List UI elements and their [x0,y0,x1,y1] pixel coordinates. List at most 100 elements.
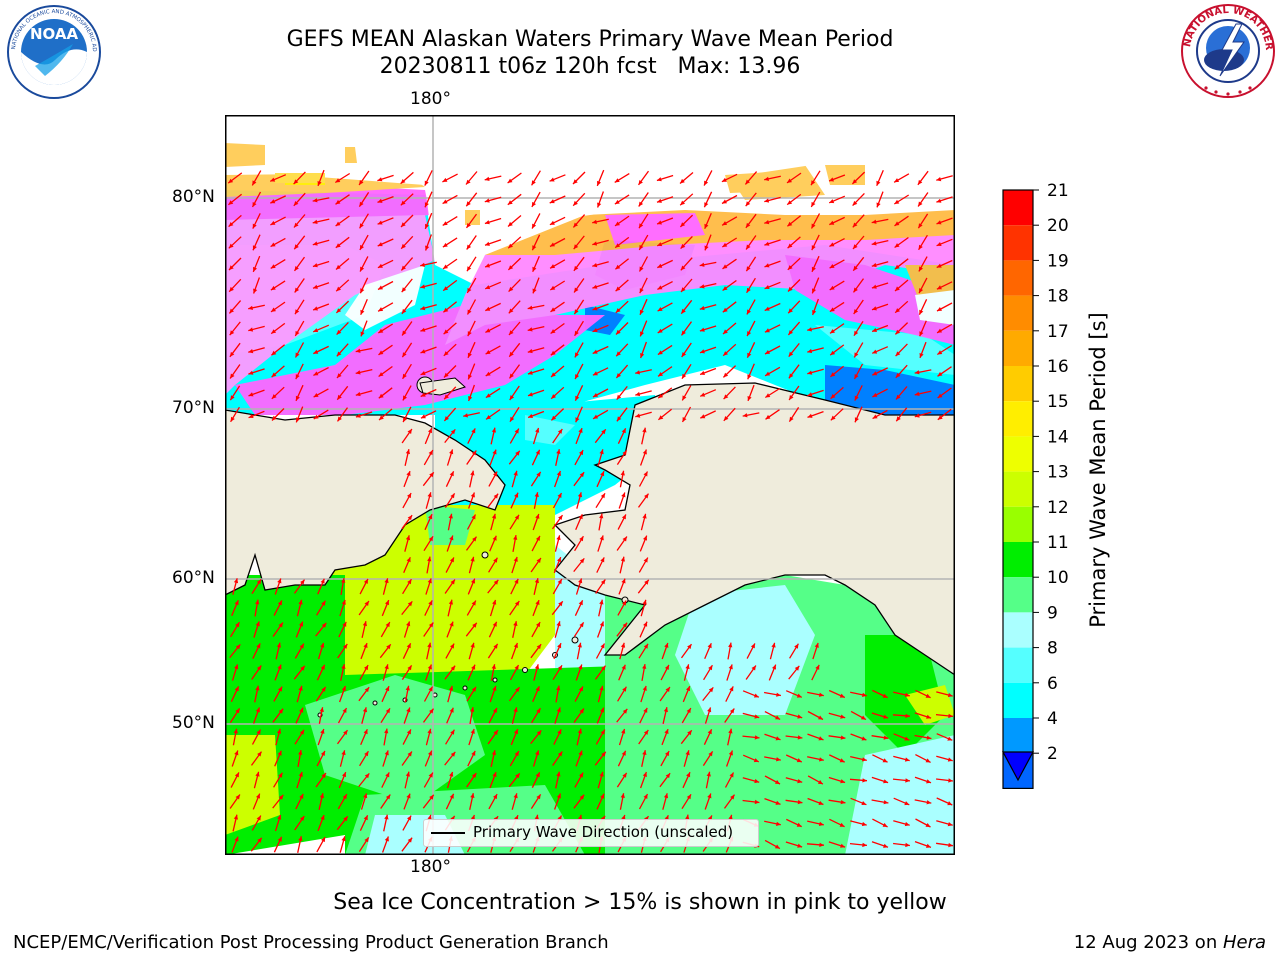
wave-arrow-head [829,307,835,312]
wave-arrow-head [894,221,900,226]
wave-arrow-head [643,730,649,735]
wave-arrow-head [531,201,536,207]
colorbar-tick-label: 16 [1047,357,1069,377]
wave-arrow-head [508,308,514,314]
wave-arrow-head [599,621,604,627]
wave-arrow-head [514,601,520,606]
wave-arrow-head [270,220,276,225]
wave-arrow-head [278,686,283,692]
wave-arrow-head [442,242,448,248]
wave-arrow-head [252,223,257,229]
wave-arrow-head [818,715,823,720]
land [225,376,955,718]
wave-arrow-head [729,686,734,692]
colorbar-segment [1003,471,1033,507]
wave-arrow-head [643,794,648,799]
wave-arrow-head [550,264,556,269]
lat-label-70: 70°N [172,398,215,418]
wave-arrow-head [492,535,497,541]
wave-arrow-head [819,692,824,697]
wave-arrow-head [640,353,645,358]
wave-arrow-head [751,665,756,671]
colorbar-segment [1003,718,1033,754]
wave-arrow-head [750,643,755,649]
wave-arrow-head [776,821,781,826]
wave-arrow-head [312,219,318,224]
wave-arrow-head [573,200,578,206]
wave-arrow-head [341,750,346,756]
sea-ice-field [225,115,955,415]
wave-arrow-head [535,600,540,605]
wave-arrow-head [577,728,582,734]
wave-arrow-head [428,428,432,434]
wave-arrow-head [642,427,647,433]
wave-arrow-head [319,707,324,712]
wave-arrow-head [937,415,943,420]
wave-arrow-head [234,772,239,778]
wave-arrow-head [788,286,793,292]
wave-arrow-head [657,220,662,225]
wave-arrow-head [429,794,434,800]
wave-arrow-head [621,428,626,434]
wave-arrow-head [230,395,235,401]
wave-arrow-head [400,200,406,206]
wave-arrow-head [515,687,520,692]
wave-arrow-head [621,514,626,520]
wave-arrow-head [746,266,751,272]
wave-arrow-head [405,771,410,777]
wave-arrow-head [295,309,300,315]
wave-arrow-head [276,642,281,648]
wave-arrow-head [341,599,346,605]
wave-arrow-head [551,415,557,421]
wave-arrow-head [829,199,835,204]
wave-arrow-head [402,395,407,401]
wave-arrow-head [937,393,943,398]
wave-arrow-head [592,306,598,311]
wave-arrow-head [384,664,389,670]
wave-arrow-head [592,241,598,246]
wave-arrow-head [403,417,408,423]
wave-arrow-head [425,245,430,251]
wave-arrow-head [493,794,498,800]
colorbar-tick-label: 19 [1047,251,1069,271]
wave-arrow-head [277,600,282,606]
wave-arrow-head [549,177,555,182]
wave-arrow-head [772,664,776,670]
wave-arrow-head [936,198,942,203]
wave-arrow-head [852,179,858,184]
colorbar-segment [1003,260,1033,296]
wave-arrow-head [686,794,691,800]
wave-arrow-head [337,416,342,422]
wave-arrow-head [557,729,562,735]
wave-arrow-head [687,644,692,649]
wave-arrow-head [377,220,383,225]
wave-arrow-head [556,771,561,777]
lat-label-60: 60°N [172,568,215,588]
wave-arrow-head [925,693,931,698]
wave-arrow-head [811,266,816,272]
wave-arrow-head [550,285,556,290]
wave-arrow-head [401,265,406,271]
wave-arrow-head [513,621,518,626]
wave-arrow-head [299,793,304,799]
wave-arrow-head [600,493,605,499]
wave-arrow-head [342,708,347,713]
wave-arrow-head [313,349,319,354]
wave-arrow-head [764,328,770,333]
wave-arrow-head [467,331,472,337]
wave-arrow-head [730,794,735,800]
wave-arrow-head [360,288,365,294]
wave-arrow-head [925,758,931,763]
wave-arrow-head [621,578,626,584]
wave-arrow-head [872,327,877,332]
wave-arrow-head [707,643,712,649]
wave-arrow-head [811,180,816,186]
wave-arrow-head [335,243,341,248]
wave-arrow-head [592,219,597,224]
wave-arrow-head [424,202,429,208]
colorbar-segment [1003,506,1033,542]
wave-arrow-head [401,222,406,227]
wave-arrow-head [321,622,327,628]
wave-arrow-head [574,287,579,293]
wave-arrow-head [296,417,300,423]
